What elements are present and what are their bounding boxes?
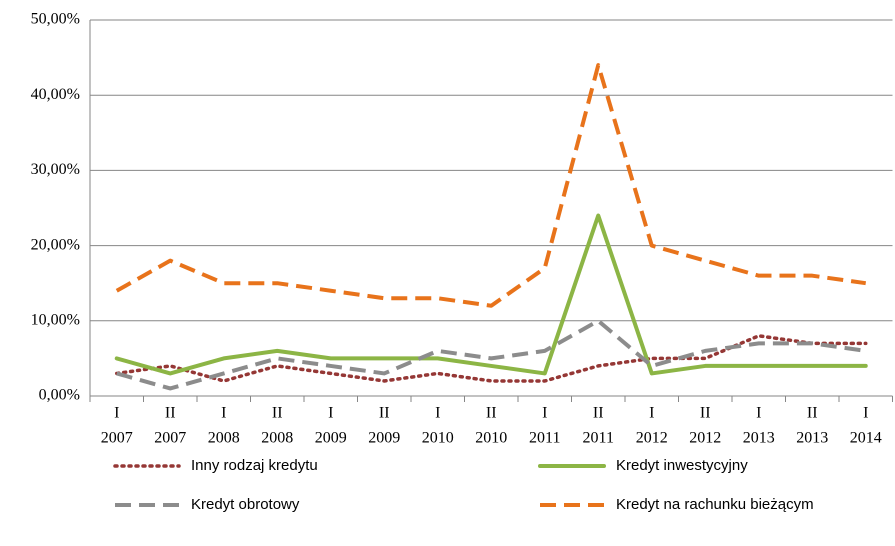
legend-label: Kredyt inwestycyjny <box>616 457 748 474</box>
x-tick-label: II <box>486 405 497 422</box>
x-tick-label: 2008 <box>208 430 240 447</box>
x-tick-label: I <box>863 405 868 422</box>
y-tick-label: 10,00% <box>31 311 80 328</box>
x-tick-label: II <box>593 405 604 422</box>
x-tick-label: 2009 <box>368 430 400 447</box>
x-tick-label: 2013 <box>743 430 775 447</box>
x-tick-label: I <box>328 405 333 422</box>
series-line <box>115 334 868 383</box>
x-tick-label: 2010 <box>475 430 507 447</box>
x-tick-label: I <box>649 405 654 422</box>
x-tick-label: 2007 <box>154 430 186 447</box>
legend-label: Kredyt na rachunku bieżącym <box>616 496 814 513</box>
x-tick-label: I <box>221 405 226 422</box>
x-tick-label: II <box>700 405 711 422</box>
y-tick-label: 20,00% <box>31 236 80 253</box>
x-tick-label: II <box>165 405 176 422</box>
x-tick-label: 2012 <box>689 430 721 447</box>
legend-label: Inny rodzaj kredytu <box>191 457 318 474</box>
x-tick-label: 2012 <box>636 430 668 447</box>
x-tick-label: 2011 <box>583 430 614 447</box>
x-tick-label: 2008 <box>261 430 293 447</box>
x-tick-label: II <box>272 405 283 422</box>
y-tick-label: 30,00% <box>31 161 80 178</box>
y-tick-label: 0,00% <box>39 387 80 404</box>
x-tick-label: I <box>114 405 119 422</box>
x-tick-label: I <box>756 405 761 422</box>
series-line <box>115 63 867 308</box>
series-line <box>116 318 867 391</box>
x-tick-label: 2009 <box>315 430 347 447</box>
x-tick-label: 2010 <box>422 430 454 447</box>
x-tick-label: 2011 <box>529 430 560 447</box>
x-tick-label: 2007 <box>101 430 133 447</box>
y-tick-label: 40,00% <box>31 86 80 103</box>
series-line <box>114 213 868 376</box>
x-tick-label: 2014 <box>850 430 882 447</box>
x-tick-label: 2013 <box>796 430 828 447</box>
legend-label: Kredyt obrotowy <box>191 496 300 513</box>
x-tick-label: I <box>435 405 440 422</box>
x-tick-label: I <box>542 405 547 422</box>
y-tick-label: 50,00% <box>31 11 80 28</box>
x-tick-label: II <box>807 405 818 422</box>
x-tick-label: II <box>379 405 390 422</box>
